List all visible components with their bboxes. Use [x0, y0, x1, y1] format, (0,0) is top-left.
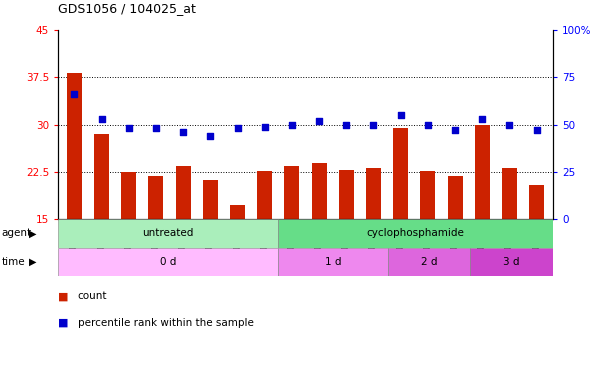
- Text: ■: ■: [58, 318, 68, 327]
- Point: [368, 122, 378, 128]
- Point: [124, 126, 134, 132]
- Bar: [475, 124, 490, 219]
- Text: count: count: [78, 291, 107, 301]
- Point: [396, 112, 406, 118]
- Bar: [448, 177, 463, 219]
- Bar: [529, 184, 544, 219]
- Bar: [203, 180, 218, 219]
- Bar: [175, 166, 191, 219]
- Point: [532, 128, 541, 134]
- Bar: [388, 248, 470, 276]
- Bar: [420, 171, 436, 219]
- Bar: [393, 128, 408, 219]
- Point: [260, 124, 269, 130]
- Bar: [278, 248, 388, 276]
- Bar: [285, 166, 299, 219]
- Bar: [257, 171, 272, 219]
- Point: [450, 128, 460, 134]
- Point: [505, 122, 514, 128]
- Text: GDS1056 / 104025_at: GDS1056 / 104025_at: [58, 2, 196, 15]
- Bar: [470, 248, 553, 276]
- Point: [151, 126, 161, 132]
- Bar: [366, 168, 381, 219]
- Text: 0 d: 0 d: [160, 256, 176, 267]
- Point: [314, 118, 324, 124]
- Bar: [230, 206, 245, 219]
- Text: time: time: [1, 256, 25, 267]
- Point: [97, 116, 106, 122]
- Bar: [94, 134, 109, 219]
- Point: [205, 133, 215, 139]
- Text: cyclophosphamide: cyclophosphamide: [367, 228, 464, 238]
- Point: [178, 129, 188, 135]
- Point: [70, 92, 79, 98]
- Bar: [339, 170, 354, 219]
- Point: [342, 122, 351, 128]
- Text: untreated: untreated: [142, 228, 194, 238]
- Bar: [148, 177, 163, 219]
- Point: [233, 126, 243, 132]
- Bar: [67, 73, 82, 219]
- Point: [423, 122, 433, 128]
- Text: percentile rank within the sample: percentile rank within the sample: [78, 318, 254, 327]
- Text: agent: agent: [1, 228, 31, 238]
- Bar: [312, 163, 326, 219]
- Point: [477, 116, 487, 122]
- Text: 3 d: 3 d: [503, 256, 520, 267]
- Text: 1 d: 1 d: [324, 256, 342, 267]
- Point: [287, 122, 297, 128]
- Text: ▶: ▶: [29, 228, 37, 238]
- Text: ■: ■: [58, 291, 68, 301]
- Bar: [502, 168, 517, 219]
- Bar: [121, 172, 136, 219]
- Bar: [58, 248, 278, 276]
- Bar: [58, 219, 278, 248]
- Text: 2 d: 2 d: [421, 256, 437, 267]
- Text: ▶: ▶: [29, 256, 37, 267]
- Bar: [278, 219, 553, 248]
